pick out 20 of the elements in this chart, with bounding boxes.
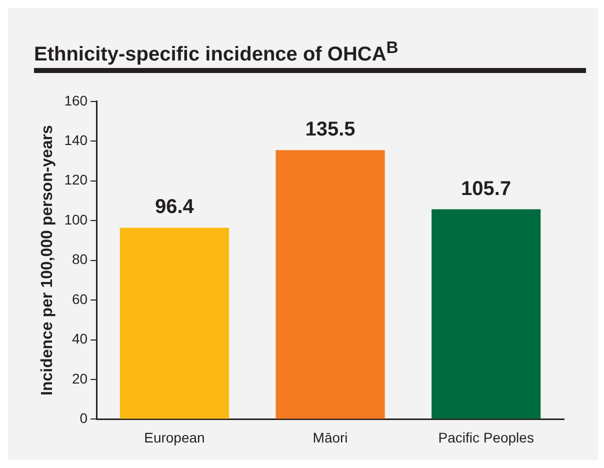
x-tick-label: European [144, 429, 205, 446]
y-tick-label: 20 [72, 370, 88, 386]
data-label: 96.4 [154, 196, 195, 218]
x-tick-label: Pacific Peoples [438, 429, 534, 446]
data-label: 135.5 [305, 118, 356, 141]
bar [276, 150, 385, 419]
chart-title: Ethnicity-specific incidence of OHCA$^{B}$ [34, 38, 398, 67]
y-tick-label: 60 [72, 290, 88, 307]
data-label: 105.7 [461, 178, 512, 200]
bar [432, 209, 541, 419]
y-tick-label: 0 [80, 410, 88, 426]
y-axis-title: Incidence per 100,000 person-years [39, 125, 56, 396]
y-tick-label: 120 [64, 172, 88, 188]
y-tick-label: 100 [64, 211, 88, 228]
y-tick-label: 40 [72, 330, 88, 347]
y-tick-label: 80 [72, 251, 88, 268]
x-tick-label: Māori [312, 429, 348, 446]
bar [120, 228, 229, 419]
y-tick-label: 140 [64, 132, 88, 148]
y-tick-label: 160 [64, 92, 88, 108]
